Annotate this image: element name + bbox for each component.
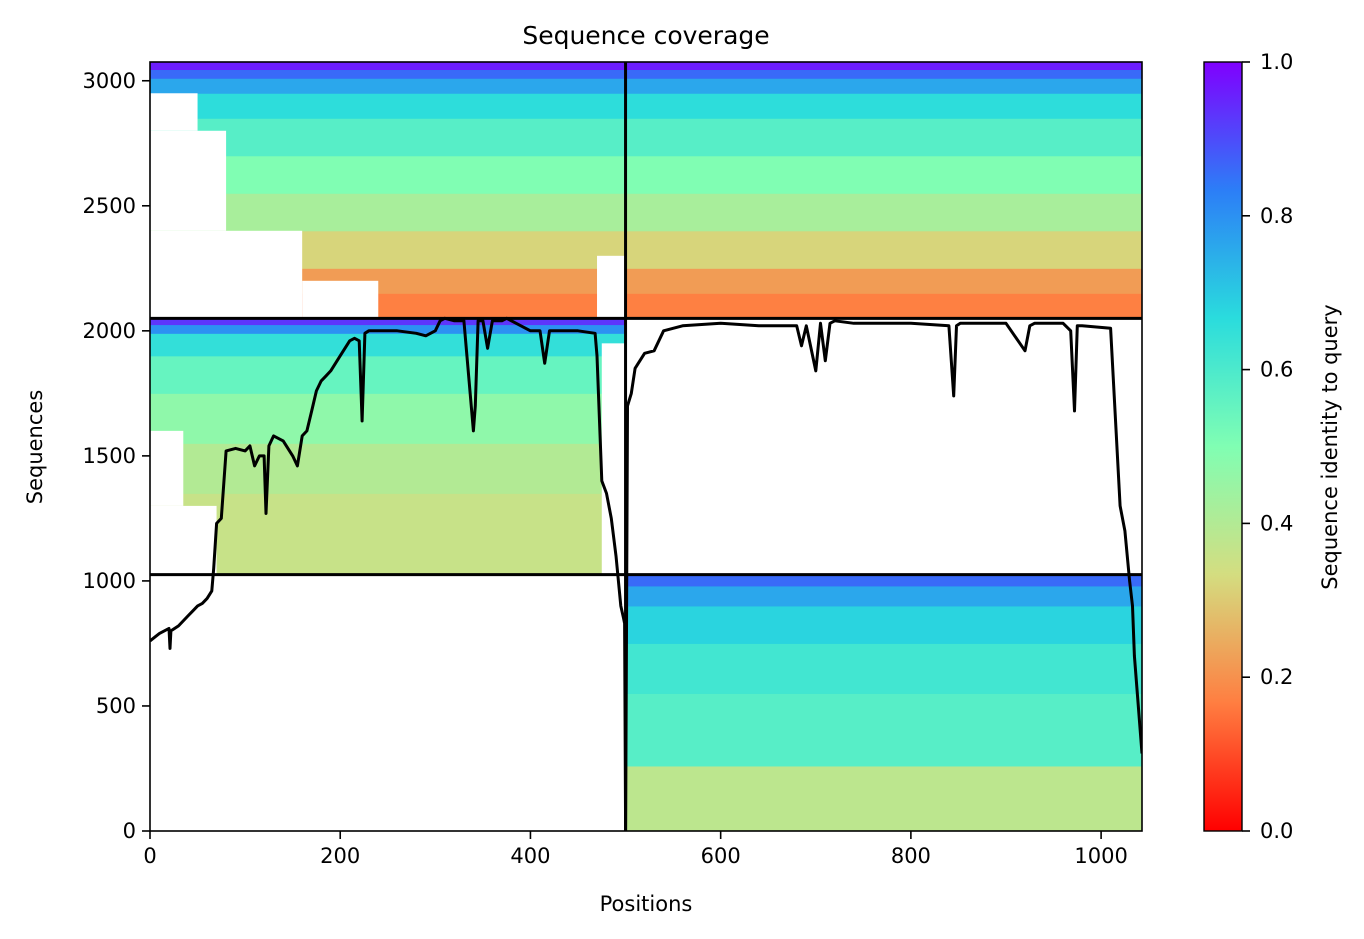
colorbar-tick-label: 0.4 (1260, 511, 1293, 535)
colorbar-ticks: 0.0 0.2 0.4 0.6 0.8 1.0 (1242, 50, 1293, 843)
y-axis-label: Sequences (23, 390, 47, 505)
heatmap-band (150, 69, 626, 79)
heatmap-band (625, 230, 1142, 269)
heatmap-band (625, 118, 1142, 157)
heatmap-band (625, 585, 1142, 607)
heatmap-band (150, 93, 626, 119)
chart-title: Sequence coverage (522, 21, 769, 50)
x-tick-label: 800 (891, 844, 931, 868)
y-tick-label: 2000 (83, 319, 136, 343)
colorbar-tick-label: 0.8 (1260, 204, 1293, 228)
heatmap-band (150, 333, 626, 357)
x-tick-label: 1000 (1074, 844, 1127, 868)
heatmap-band (150, 324, 626, 334)
heatmap-gap (150, 505, 217, 575)
coverage-line-layer (150, 316, 1142, 831)
coverage-line (150, 316, 1142, 831)
y-tick-label: 1000 (83, 569, 136, 593)
x-axis-label: Positions (600, 892, 693, 916)
x-axis-ticks: 0 200 400 600 800 1000 (143, 831, 1128, 868)
x-tick-label: 200 (320, 844, 360, 868)
heatmap-band (625, 293, 1142, 319)
heatmap-band (625, 605, 1142, 644)
heatmap-band (150, 355, 626, 394)
heatmap-band (150, 443, 626, 494)
heatmap-gap (150, 130, 227, 231)
heatmap-gap (150, 230, 303, 319)
heatmap-band (625, 78, 1142, 94)
heatmap-gap (597, 255, 626, 319)
heatmap-band (625, 69, 1142, 79)
heatmap-band (150, 78, 626, 94)
y-tick-label: 3000 (83, 69, 136, 93)
heatmap-band (625, 62, 1142, 71)
y-tick-label: 0 (123, 819, 136, 843)
colorbar (1203, 61, 1243, 832)
heatmap-band (625, 693, 1142, 767)
heatmap-gap (150, 430, 184, 506)
heatmap-band (625, 643, 1142, 694)
x-tick-label: 0 (143, 844, 156, 868)
heatmap-gap (302, 280, 379, 319)
colorbar-tick-label: 0.0 (1260, 819, 1293, 843)
heatmap-band (150, 155, 626, 194)
heatmap-band (150, 118, 626, 157)
plot-frame (149, 61, 1143, 832)
heatmap-band (150, 393, 626, 444)
y-axis-ticks: 0 500 1000 1500 2000 2500 3000 (83, 69, 150, 843)
heatmap-layer (150, 62, 1142, 831)
heatmap-band (150, 62, 626, 71)
heatmap-band (625, 155, 1142, 194)
heatmap-band (625, 268, 1142, 294)
colorbar-tick-label: 1.0 (1260, 50, 1293, 74)
colorbar-tick-label: 0.6 (1260, 358, 1293, 382)
colorbar-label: Sequence identity to query (1318, 304, 1342, 589)
heatmap-band (625, 765, 1142, 831)
x-tick-label: 400 (510, 844, 550, 868)
heatmap-band (625, 93, 1142, 119)
colorbar-tick-label: 0.2 (1260, 665, 1293, 689)
y-tick-label: 2500 (83, 194, 136, 218)
y-tick-label: 500 (96, 694, 136, 718)
heatmap-band (150, 493, 626, 576)
heatmap-band (625, 193, 1142, 232)
y-tick-label: 1500 (83, 444, 136, 468)
heatmap-gap (150, 93, 198, 131)
x-tick-label: 600 (701, 844, 741, 868)
heatmap-band (625, 574, 1142, 587)
heatmap-band (150, 318, 626, 326)
heatmap-band (150, 193, 626, 232)
heatmap-gap (601, 343, 626, 575)
